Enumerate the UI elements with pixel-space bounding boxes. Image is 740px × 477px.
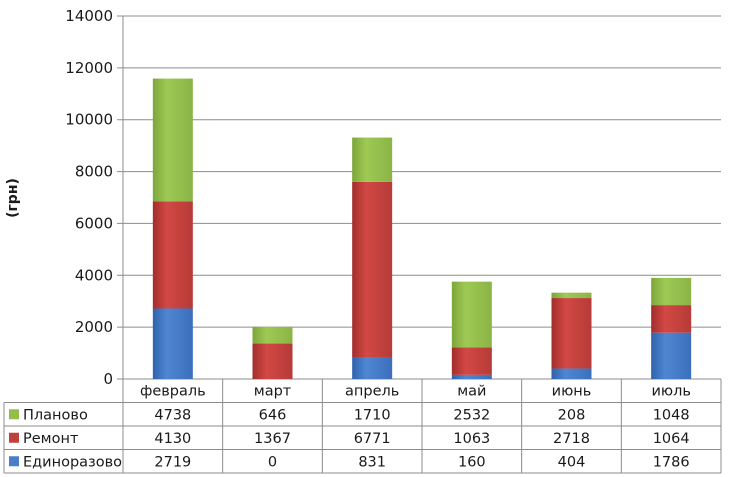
y-tick-label: 12000 [65, 59, 113, 77]
data-label: 208 [558, 407, 586, 423]
bar-segment [451, 374, 492, 379]
data-label: 831 [358, 454, 386, 470]
data-label: 160 [458, 454, 486, 470]
bar-segment [651, 305, 692, 333]
legend-swatch [9, 432, 19, 443]
y-tick-label: 6000 [75, 214, 113, 232]
category-label: февраль [140, 384, 206, 400]
y-tick-label: 0 [103, 370, 113, 388]
legend-swatch [9, 456, 19, 467]
bar-segment [152, 201, 193, 309]
bar-segment [352, 137, 393, 182]
bar-segment [152, 78, 193, 202]
bar-segment [551, 368, 592, 379]
series-label: Единоразово [23, 454, 122, 470]
y-axis-label: (грн) [5, 178, 21, 218]
y-tick-label: 2000 [75, 318, 113, 336]
bar-segment [252, 326, 293, 344]
bar-segment [551, 292, 592, 299]
data-label: 1064 [653, 431, 690, 447]
category-label: март [254, 384, 292, 400]
data-label: 1048 [653, 407, 690, 423]
data-label: 0 [268, 454, 277, 470]
bar-segment [451, 281, 492, 348]
bar-segment [152, 308, 193, 379]
data-label: 6771 [354, 431, 391, 447]
gridlines [117, 15, 721, 380]
category-label: апрель [345, 384, 399, 400]
y-tick-label: 8000 [75, 163, 113, 181]
legend-swatch [9, 409, 19, 420]
data-label: 2532 [453, 407, 490, 423]
bar-segment [551, 298, 592, 369]
data-label: 4738 [154, 407, 191, 423]
y-tick-label: 14000 [65, 7, 113, 25]
bar-segment [252, 343, 293, 379]
category-label: июль [651, 384, 690, 400]
bar-stacks [152, 78, 692, 379]
data-label: 1063 [453, 431, 490, 447]
category-label: июнь [552, 384, 592, 400]
bar-segment [651, 277, 692, 306]
data-label: 2718 [553, 431, 590, 447]
data-label: 1710 [354, 407, 391, 423]
y-axis-ticks: 0 2000 4000 6000 8000 10000 12000 14000 [65, 7, 113, 388]
y-tick-label: 10000 [65, 111, 113, 129]
bar-segment [451, 347, 492, 375]
data-label: 2719 [154, 454, 191, 470]
series-label: Ремонт [23, 431, 79, 447]
category-label: май [457, 384, 486, 400]
data-label: 404 [558, 454, 586, 470]
data-label: 1367 [254, 431, 291, 447]
bar-segment [651, 332, 692, 379]
data-label: 1786 [653, 454, 690, 470]
data-label: 646 [259, 407, 287, 423]
data-table: февраль март апрель май июнь июль Планово 4738 6… [3, 379, 722, 474]
data-label: 4130 [154, 431, 191, 447]
series-label: Планово [23, 407, 88, 423]
bar-segment [352, 181, 393, 358]
y-tick-label: 4000 [75, 266, 113, 284]
bar-segment [352, 357, 393, 379]
